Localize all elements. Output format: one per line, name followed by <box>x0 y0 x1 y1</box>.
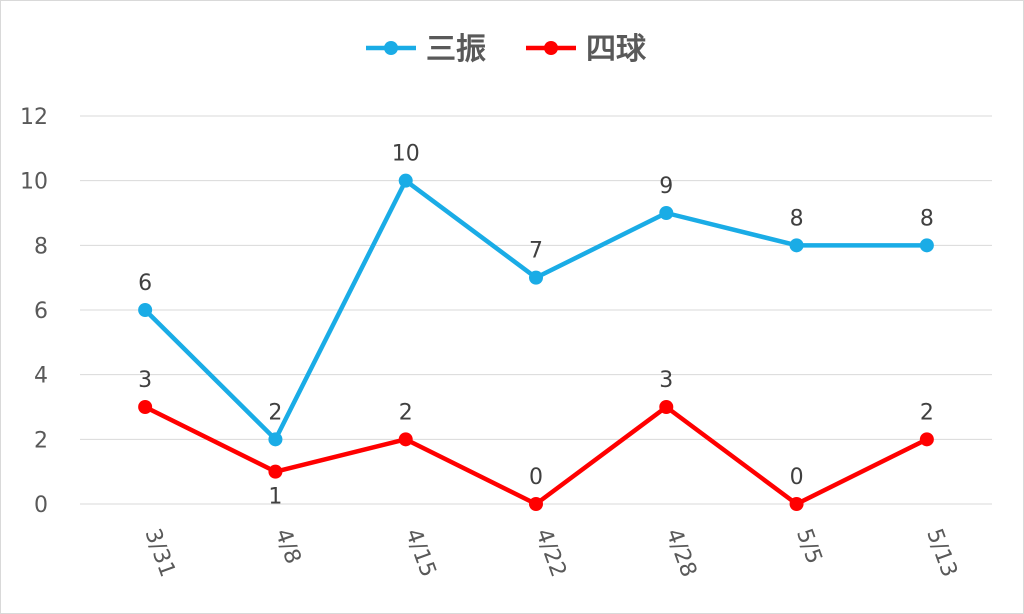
series-1-point <box>789 497 804 511</box>
gridlines <box>80 115 992 505</box>
series-1-point <box>268 464 283 479</box>
y-tick-label: 8 <box>34 234 48 259</box>
data-label: 6 <box>138 271 152 296</box>
series-0-point <box>789 238 804 253</box>
x-axis: 3/31 4/8 4/15 4/22 4/28 5/5 5/13 <box>140 526 962 581</box>
legend: 三振 四球 <box>366 32 647 67</box>
series-0-point <box>659 206 674 220</box>
series-0-point <box>398 173 413 188</box>
data-label: 8 <box>790 206 804 231</box>
series-group <box>138 173 934 511</box>
series-1-point <box>398 432 413 447</box>
data-label: 7 <box>529 239 543 264</box>
series-0-point <box>529 270 543 285</box>
legend-swatch-marker <box>384 41 398 55</box>
data-label: 9 <box>659 174 673 199</box>
y-tick-label: 0 <box>34 493 48 518</box>
x-tick-label: 4/22 <box>530 526 570 581</box>
data-label: 2 <box>268 400 282 425</box>
series-1-point <box>529 497 543 511</box>
data-label: 3 <box>659 368 673 393</box>
x-tick-label: 3/31 <box>140 526 180 581</box>
series-1-point <box>138 400 153 414</box>
y-tick-label: 2 <box>34 428 48 453</box>
data-label: 1 <box>268 485 282 510</box>
x-tick-label: 5/5 <box>791 526 827 568</box>
data-label: 8 <box>920 206 934 231</box>
series-0-point <box>138 303 153 317</box>
series-1-point <box>919 432 934 447</box>
x-tick-label: 4/28 <box>661 526 701 581</box>
data-labels: 6 2 10 7 9 8 8 3 1 2 0 3 0 2 <box>138 142 934 510</box>
data-label: 0 <box>529 465 543 490</box>
series-0-point <box>919 238 934 253</box>
legend-label: 三振 <box>426 32 486 67</box>
y-tick-label: 6 <box>34 299 48 324</box>
data-label: 2 <box>920 400 934 425</box>
data-label: 3 <box>138 368 152 393</box>
series-1-point <box>659 400 674 414</box>
y-tick-label: 10 <box>20 170 48 195</box>
y-tick-label: 4 <box>34 364 48 389</box>
data-label: 10 <box>392 142 420 167</box>
data-label: 0 <box>790 465 804 490</box>
legend-label: 四球 <box>586 32 647 67</box>
x-tick-label: 5/13 <box>921 526 961 581</box>
series-0-point <box>268 432 283 447</box>
legend-swatch-marker <box>544 41 558 55</box>
x-tick-label: 4/8 <box>270 526 306 568</box>
y-tick-label: 12 <box>20 105 48 130</box>
data-label: 2 <box>399 400 413 425</box>
x-tick-label: 4/15 <box>400 526 440 581</box>
y-axis: 0 2 4 6 8 10 12 <box>20 105 48 518</box>
